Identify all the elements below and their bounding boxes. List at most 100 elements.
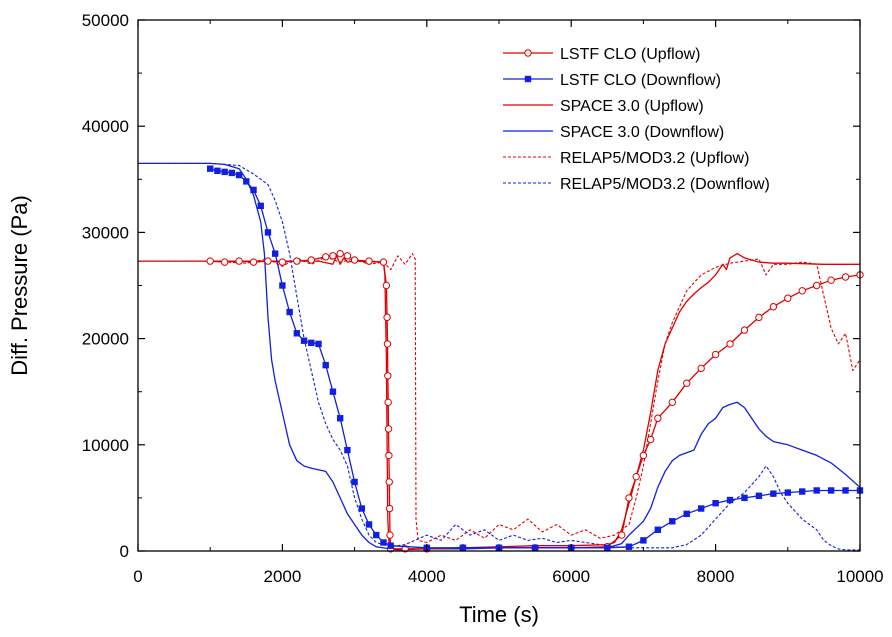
data-point bbox=[386, 531, 394, 539]
series-relap5-mod3-2-upflow bbox=[138, 253, 861, 544]
data-point bbox=[264, 229, 272, 236]
data-point bbox=[264, 257, 272, 265]
data-point bbox=[250, 186, 257, 194]
data-point bbox=[741, 494, 748, 502]
data-point bbox=[711, 350, 720, 359]
data-point bbox=[365, 257, 373, 265]
legend-item: RELAP5/MOD3.2 (Downflow) bbox=[503, 176, 770, 193]
data-point bbox=[279, 282, 286, 289]
data-point bbox=[343, 252, 352, 260]
tick-labels-layer: 0 2000 4000 6000 8000 10000 0 10000 20000 30000 40… bbox=[82, 11, 884, 586]
y-tick-label: 50000 bbox=[82, 11, 129, 30]
data-point bbox=[841, 273, 850, 281]
data-point bbox=[329, 388, 337, 395]
data-point bbox=[784, 489, 791, 496]
series-relap5-mod3-2-downflow bbox=[138, 162, 860, 551]
series-lstf-clo-upflow bbox=[206, 249, 864, 553]
legend-item: SPACE 3.0 (Downflow) bbox=[503, 124, 724, 141]
data-point bbox=[383, 313, 391, 322]
data-point bbox=[221, 168, 228, 176]
data-point bbox=[798, 287, 806, 295]
data-point bbox=[350, 256, 359, 264]
data-point bbox=[618, 531, 626, 539]
data-point bbox=[351, 478, 358, 486]
series-line bbox=[138, 162, 860, 551]
legend-marker bbox=[524, 75, 532, 83]
data-point bbox=[293, 330, 301, 337]
data-point bbox=[646, 435, 655, 444]
data-point bbox=[604, 544, 611, 552]
data-point bbox=[293, 257, 301, 265]
data-point bbox=[249, 258, 258, 266]
legend: LSTF CLO (Upflow) LSTF CLO (Downflow) SPAC… bbox=[503, 46, 770, 193]
legend-item: RELAP5/MOD3.2 (Upflow) bbox=[503, 150, 749, 167]
data-point bbox=[697, 505, 705, 512]
data-point bbox=[235, 171, 243, 179]
y-tick-label: 40000 bbox=[82, 117, 129, 136]
data-point bbox=[300, 337, 308, 344]
data-point bbox=[784, 294, 792, 302]
data-point bbox=[769, 303, 778, 311]
data-point bbox=[632, 472, 640, 481]
data-point bbox=[365, 521, 373, 528]
data-point bbox=[740, 326, 749, 334]
x-axis-title: Time (s) bbox=[459, 602, 539, 627]
legend-label: LSTF CLO (Downflow) bbox=[560, 72, 721, 89]
data-point bbox=[220, 258, 229, 266]
y-axis-title: Diff. Pressure (Pa) bbox=[7, 195, 32, 376]
legend-item: LSTF CLO (Downflow) bbox=[503, 72, 721, 89]
series-line bbox=[138, 253, 861, 544]
data-point bbox=[799, 488, 806, 495]
data-point bbox=[206, 257, 214, 265]
data-point bbox=[625, 494, 633, 502]
data-point bbox=[383, 340, 392, 348]
legend-item: LSTF CLO (Upflow) bbox=[503, 46, 700, 63]
data-point bbox=[812, 281, 821, 290]
x-tick-label: 4000 bbox=[408, 567, 446, 586]
data-point bbox=[770, 490, 777, 497]
y-tick-label: 0 bbox=[120, 542, 129, 561]
data-point bbox=[373, 531, 380, 539]
data-point bbox=[307, 256, 315, 264]
data-point bbox=[379, 258, 388, 266]
data-point bbox=[257, 202, 264, 210]
data-point bbox=[384, 425, 393, 433]
data-point bbox=[726, 496, 734, 504]
data-point bbox=[344, 446, 351, 454]
data-point bbox=[842, 487, 849, 494]
x-tick-label: 6000 bbox=[552, 567, 590, 586]
y-tick-label: 10000 bbox=[82, 436, 129, 455]
data-point bbox=[380, 539, 387, 546]
data-point bbox=[308, 339, 315, 347]
data-point bbox=[640, 537, 647, 544]
data-point bbox=[228, 169, 236, 177]
data-point bbox=[385, 504, 394, 513]
data-point bbox=[385, 451, 393, 460]
data-point bbox=[322, 361, 329, 369]
data-point bbox=[385, 478, 393, 486]
data-point bbox=[336, 249, 344, 258]
data-point bbox=[712, 500, 719, 507]
legend-label: LSTF CLO (Upflow) bbox=[560, 46, 700, 63]
legend-label: SPACE 3.0 (Upflow) bbox=[560, 98, 704, 115]
data-point bbox=[531, 544, 539, 552]
data-point bbox=[697, 364, 705, 373]
legend-label: RELAP5/MOD3.2 (Downflow) bbox=[560, 176, 770, 193]
data-point bbox=[329, 252, 337, 260]
data-point bbox=[384, 398, 392, 407]
data-point bbox=[387, 542, 394, 549]
data-point bbox=[827, 487, 835, 494]
data-point bbox=[726, 340, 734, 348]
data-point bbox=[654, 414, 662, 422]
data-point bbox=[668, 398, 676, 407]
data-point bbox=[669, 518, 676, 525]
series-line bbox=[138, 252, 860, 551]
x-tick-label: 8000 bbox=[697, 567, 735, 586]
data-point bbox=[336, 415, 344, 422]
data-point bbox=[235, 257, 243, 265]
data-point bbox=[286, 308, 293, 316]
data-point bbox=[459, 544, 467, 552]
legend-label: SPACE 3.0 (Downflow) bbox=[560, 124, 724, 141]
